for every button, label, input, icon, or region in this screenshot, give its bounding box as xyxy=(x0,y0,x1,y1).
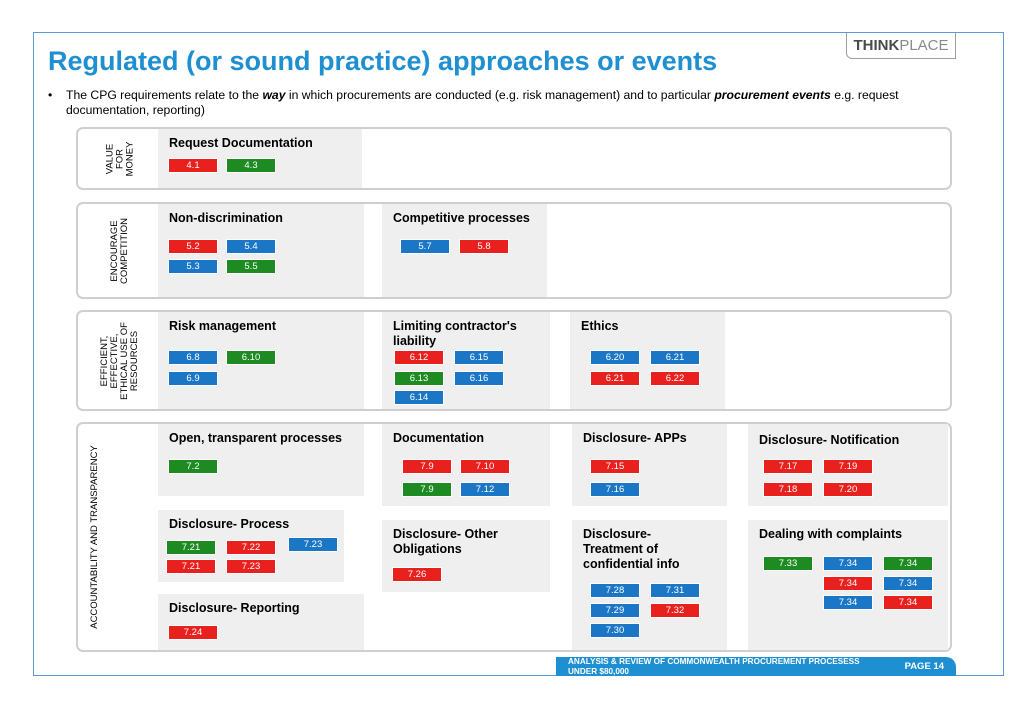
requirement-tag: 6.16 xyxy=(454,371,504,386)
requirement-tag: 6.12 xyxy=(394,350,444,365)
requirement-tag: 4.1 xyxy=(168,158,218,173)
requirement-tag: 6.21 xyxy=(590,371,640,386)
box-disclosure-other: Disclosure- Other Obligations 7.26 xyxy=(382,520,550,592)
box-documentation: Documentation 7.9 7.10 7.9 7.12 xyxy=(382,424,550,506)
requirement-tag: 5.8 xyxy=(459,239,509,254)
requirement-tag: 7.19 xyxy=(823,459,873,474)
box-title: Disclosure- Notification xyxy=(759,433,900,447)
box-disclosure-notification: Disclosure- Notification 7.17 7.19 7.18 … xyxy=(748,424,948,506)
requirement-tag: 7.34 xyxy=(823,595,873,610)
requirement-tag: 6.21 xyxy=(650,350,700,365)
requirement-tag: 6.22 xyxy=(650,371,700,386)
requirement-tag: 5.4 xyxy=(226,239,276,254)
requirement-tag: 7.29 xyxy=(590,603,640,618)
requirement-tag: 7.34 xyxy=(823,576,873,591)
box-title: Disclosure- Treatment of confidential in… xyxy=(583,527,680,571)
box-disclosure-process: Disclosure- Process 7.21 7.22 7.23 7.21 … xyxy=(158,510,344,582)
requirement-tag: 7.23 xyxy=(288,537,338,552)
requirement-tag: 7.21 xyxy=(166,559,216,574)
box-request-documentation: Request Documentation 4.1 4.3 xyxy=(158,129,362,188)
footer-text: ANALYSIS & REVIEW OF COMMONWEALTH PROCUR… xyxy=(568,657,860,676)
box-title: Limiting contractor's liability xyxy=(393,319,517,348)
page-number: PAGE 14 xyxy=(904,661,944,672)
requirement-tag: 6.10 xyxy=(226,350,276,365)
requirement-tag: 7.32 xyxy=(650,603,700,618)
requirement-tag: 7.12 xyxy=(460,482,510,497)
requirement-tag: 6.13 xyxy=(394,371,444,386)
box-title: Competitive processes xyxy=(393,211,530,225)
requirement-tag: 7.33 xyxy=(763,556,813,571)
requirement-tag: 7.9 xyxy=(402,482,452,497)
requirement-tag: 6.15 xyxy=(454,350,504,365)
box-competitive-processes: Competitive processes 5.7 5.8 xyxy=(382,204,547,297)
thinkplace-logo: THINK PLACE xyxy=(846,33,956,59)
requirement-tag: 7.34 xyxy=(823,556,873,571)
section-efficient-effective-ethical: EFFICIENT, EFFECTIVE, ETHICAL USE OF RESOUR… xyxy=(76,310,952,411)
section-label-efficient: EFFICIENT, EFFECTIVE, ETHICAL USE OF RESOUR… xyxy=(99,321,140,400)
requirement-tag: 7.22 xyxy=(226,540,276,555)
requirement-tag: 7.30 xyxy=(590,623,640,638)
requirement-tag: 7.10 xyxy=(460,459,510,474)
requirement-tag: 6.8 xyxy=(168,350,218,365)
requirement-tag: 7.21 xyxy=(166,540,216,555)
requirement-tag: 7.23 xyxy=(226,559,276,574)
box-title: Risk management xyxy=(169,319,276,333)
box-title: Open, transparent processes xyxy=(169,431,342,445)
page-title: Regulated (or sound practice) approaches… xyxy=(48,46,718,76)
requirement-tag: 6.20 xyxy=(590,350,640,365)
requirement-tag: 7.26 xyxy=(392,567,442,582)
requirement-tag: 7.31 xyxy=(650,583,700,598)
requirement-tag: 7.34 xyxy=(883,576,933,591)
box-open-transparent: Open, transparent processes 7.2 xyxy=(158,424,364,496)
requirement-tag: 5.7 xyxy=(400,239,450,254)
box-title: Request Documentation xyxy=(169,136,313,150)
requirement-tag: 7.34 xyxy=(883,595,933,610)
requirement-tag: 5.2 xyxy=(168,239,218,254)
footer-bar: ANALYSIS & REVIEW OF COMMONWEALTH PROCUR… xyxy=(556,657,956,676)
requirement-tag: 7.18 xyxy=(763,482,813,497)
box-title: Disclosure- Process xyxy=(169,517,290,531)
box-title: Disclosure- Reporting xyxy=(169,601,300,615)
box-risk-management: Risk management 6.8 6.10 6.9 xyxy=(158,312,364,409)
section-label-value-for-money: VALUE FOR MONEY xyxy=(104,141,135,176)
box-disclosure-confidential: Disclosure- Treatment of confidential in… xyxy=(572,520,727,650)
section-encourage-competition: ENCOURAGE COMPETITION Non-discrimination … xyxy=(76,202,952,299)
requirement-tag: 7.28 xyxy=(590,583,640,598)
section-value-for-money: VALUE FOR MONEY Request Documentation 4.1 … xyxy=(76,127,952,190)
requirement-tag: 7.24 xyxy=(168,625,218,640)
slide-frame xyxy=(33,32,1004,676)
box-ethics: Ethics 6.20 6.21 6.21 6.22 xyxy=(570,312,725,409)
requirement-tag: 5.5 xyxy=(226,259,276,274)
box-disclosure-reporting: Disclosure- Reporting 7.24 xyxy=(158,594,364,650)
requirement-tag: 7.15 xyxy=(590,459,640,474)
box-title: Non-discrimination xyxy=(169,211,283,225)
requirement-tag: 6.14 xyxy=(394,390,444,405)
requirement-tag: 7.16 xyxy=(590,482,640,497)
box-disclosure-apps: Disclosure- APPs 7.15 7.16 xyxy=(572,424,727,506)
box-non-discrimination: Non-discrimination 5.2 5.4 5.3 5.5 xyxy=(158,204,364,297)
requirement-tag: 6.9 xyxy=(168,371,218,386)
section-accountability-transparency: ACCOUNTABILITY AND TRANSPARENCY Open, tr… xyxy=(76,422,952,652)
requirement-tag: 7.34 xyxy=(883,556,933,571)
requirement-tag: 7.20 xyxy=(823,482,873,497)
bullet-dot: • xyxy=(48,88,53,102)
requirement-tag: 7.17 xyxy=(763,459,813,474)
box-title: Dealing with complaints xyxy=(759,527,903,541)
bullet-text: The CPG requirements relate to the way i… xyxy=(66,88,899,117)
requirement-tag: 4.3 xyxy=(226,158,276,173)
box-title: Disclosure- APPs xyxy=(583,431,687,445)
box-limiting-liability: Limiting contractor's liability 6.12 6.1… xyxy=(382,312,550,409)
section-label-encourage-competition: ENCOURAGE COMPETITION xyxy=(108,217,130,284)
section-label-accountability: ACCOUNTABILITY AND TRANSPARENCY xyxy=(89,445,100,629)
requirement-tag: 5.3 xyxy=(168,259,218,274)
box-title: Disclosure- Other Obligations xyxy=(393,527,498,556)
requirement-tag: 7.2 xyxy=(168,459,218,474)
box-dealing-complaints: Dealing with complaints 7.33 7.34 7.34 7… xyxy=(748,520,948,650)
requirement-tag: 7.9 xyxy=(402,459,452,474)
box-title: Ethics xyxy=(581,319,619,333)
box-title: Documentation xyxy=(393,431,484,445)
